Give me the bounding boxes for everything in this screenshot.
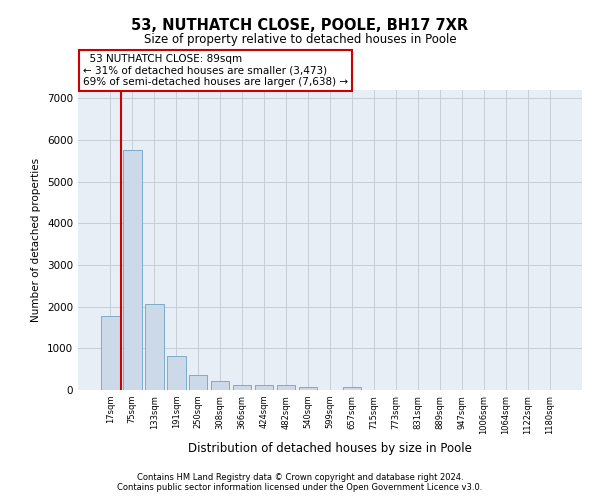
Bar <box>277 386 295 390</box>
Bar <box>145 304 164 390</box>
Text: Size of property relative to detached houses in Poole: Size of property relative to detached ho… <box>143 32 457 46</box>
Bar <box>343 387 361 390</box>
Bar <box>123 150 142 390</box>
Y-axis label: Number of detached properties: Number of detached properties <box>31 158 41 322</box>
Text: 53, NUTHATCH CLOSE, POOLE, BH17 7XR: 53, NUTHATCH CLOSE, POOLE, BH17 7XR <box>131 18 469 32</box>
Bar <box>211 381 229 390</box>
Bar <box>189 375 208 390</box>
Text: Contains HM Land Registry data © Crown copyright and database right 2024.: Contains HM Land Registry data © Crown c… <box>137 474 463 482</box>
X-axis label: Distribution of detached houses by size in Poole: Distribution of detached houses by size … <box>188 442 472 455</box>
Bar <box>233 384 251 390</box>
Bar <box>255 386 274 390</box>
Text: 53 NUTHATCH CLOSE: 89sqm
← 31% of detached houses are smaller (3,473)
69% of sem: 53 NUTHATCH CLOSE: 89sqm ← 31% of detach… <box>83 54 348 87</box>
Bar <box>167 356 185 390</box>
Bar <box>101 316 119 390</box>
Text: Contains public sector information licensed under the Open Government Licence v3: Contains public sector information licen… <box>118 484 482 492</box>
Bar <box>299 387 317 390</box>
